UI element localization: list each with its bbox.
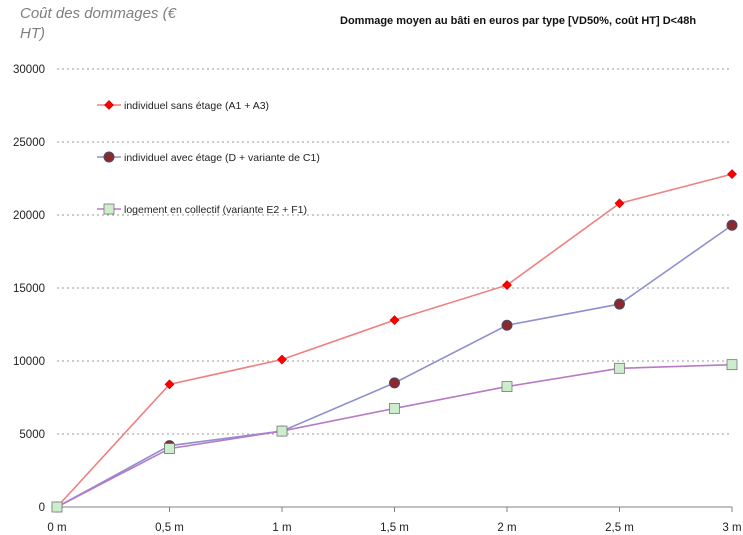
data-point-collectif bbox=[164, 443, 175, 455]
data-point-sans-etage bbox=[614, 198, 625, 209]
x-tick-label: 3 m bbox=[722, 522, 741, 534]
data-point-collectif bbox=[501, 381, 513, 392]
data-point-collectif bbox=[614, 362, 625, 374]
series-line-avec-etage bbox=[56, 224, 733, 508]
y-tick-label: 10000 bbox=[13, 356, 45, 368]
series-line-sans-etage bbox=[56, 173, 733, 508]
x-tick-label: 2,5 m bbox=[605, 522, 634, 534]
data-point-collectif bbox=[276, 425, 288, 437]
x-tick-label: 2 m bbox=[497, 522, 516, 534]
data-point-avec-etage bbox=[726, 219, 738, 231]
data-point-collectif bbox=[389, 403, 400, 414]
y-tick-label: 0 bbox=[39, 502, 45, 514]
y-tick-label: 5000 bbox=[19, 429, 45, 441]
data-point-collectif bbox=[726, 359, 738, 371]
legend-label-avec-etage: individuel avec étage (D + variante de C… bbox=[124, 152, 320, 164]
legend-label-collectif: logement en collectif (variante E2 + F1) bbox=[124, 204, 307, 216]
legend-marker-collectif bbox=[103, 203, 115, 215]
data-point-sans-etage bbox=[277, 354, 287, 365]
data-point-sans-etage bbox=[164, 379, 175, 390]
legend-marker-avec-etage bbox=[103, 151, 115, 163]
legend-label-sans-etage: individuel sans étage (A1 + A3) bbox=[124, 100, 269, 112]
chart-title: Dommage moyen au bâti en euros par type … bbox=[340, 15, 697, 27]
legend-marker-sans-etage bbox=[104, 100, 114, 110]
y-axis-title: Coût des dommages (€ HT) bbox=[20, 5, 176, 42]
data-point-sans-etage bbox=[502, 280, 512, 291]
x-tick-label: 1 m bbox=[272, 522, 291, 534]
x-tick-label: 1,5 m bbox=[380, 522, 409, 534]
data-point-sans-etage bbox=[389, 315, 400, 326]
data-point-avec-etage bbox=[501, 319, 513, 331]
y-tick-label: 30000 bbox=[13, 64, 45, 76]
x-tick-label: 0,5 m bbox=[155, 522, 184, 534]
x-tick-label: 0 m bbox=[47, 522, 66, 534]
data-point-sans-etage bbox=[727, 169, 737, 180]
data-point-avec-etage bbox=[614, 298, 625, 310]
y-tick-label: 15000 bbox=[13, 283, 45, 295]
data-point-collectif bbox=[51, 501, 63, 513]
data-point-avec-etage bbox=[389, 377, 400, 389]
y-tick-label: 25000 bbox=[13, 137, 45, 149]
y-tick-label: 20000 bbox=[13, 210, 45, 222]
